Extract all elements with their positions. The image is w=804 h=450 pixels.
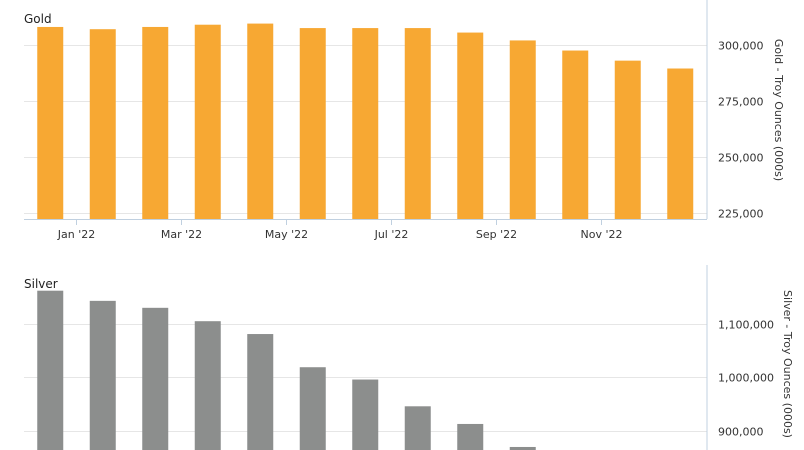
gold-bar[interactable] <box>457 32 484 219</box>
silver-bars <box>37 290 536 450</box>
silver-bar[interactable] <box>509 446 536 450</box>
gold-y-tick-label: 225,000 <box>718 208 764 221</box>
gold-bar[interactable] <box>299 28 326 220</box>
silver-title: Silver <box>24 277 58 291</box>
gold-y-tick-label: 300,000 <box>718 40 764 53</box>
gold-x-tick-label: Jan '22 <box>57 228 95 241</box>
gold-x-tick-labels: Jan '22 Mar '22 May '22 Jul '22 Sep '22 Nov '… <box>57 219 623 241</box>
silver-bar[interactable] <box>37 290 64 450</box>
silver-bar[interactable] <box>352 379 379 450</box>
gold-bar[interactable] <box>352 28 379 220</box>
gold-y-tick-label: 275,000 <box>718 96 764 109</box>
silver-bar[interactable] <box>89 300 116 450</box>
silver-bar[interactable] <box>142 307 169 450</box>
gold-bar[interactable] <box>247 23 274 220</box>
gold-y-tick-label: 250,000 <box>718 152 764 165</box>
gold-x-tick-label: Mar '22 <box>161 228 202 241</box>
gold-bar[interactable] <box>667 68 694 219</box>
silver-bar[interactable] <box>247 334 274 450</box>
silver-panel: 900,000 1,000,000 1,100,000 Silver Silver … <box>24 265 794 450</box>
gold-y-axis-title: Gold - Troy Ounces (000s) <box>772 39 785 181</box>
gold-x-tick-label: Nov '22 <box>581 228 623 241</box>
gold-bar[interactable] <box>89 29 116 220</box>
silver-y-tick-label: 1,100,000 <box>718 319 774 332</box>
silver-bar[interactable] <box>404 406 431 450</box>
silver-y-tick-label: 1,000,000 <box>718 372 774 385</box>
silver-y-tick-label: 900,000 <box>718 426 764 439</box>
gold-bar[interactable] <box>614 60 641 220</box>
silver-bar[interactable] <box>194 321 221 450</box>
silver-y-axis-title: Silver - Troy Ounces (000s) <box>781 290 794 438</box>
gold-bar[interactable] <box>509 40 536 219</box>
silver-bar[interactable] <box>299 367 326 450</box>
gold-panel: 225,000 250,000 275,000 300,000 Jan '22 Mar … <box>24 0 785 241</box>
gold-bar[interactable] <box>37 26 64 220</box>
silver-bar[interactable] <box>457 423 484 450</box>
gold-x-tick-label: Jul '22 <box>374 228 409 241</box>
gold-x-tick-label: Sep '22 <box>476 228 517 241</box>
silver-y-tick-labels: 900,000 1,000,000 1,100,000 <box>718 319 774 439</box>
gold-x-tick-label: May '22 <box>265 228 308 241</box>
gold-bar[interactable] <box>404 28 431 220</box>
gold-bars <box>37 23 694 220</box>
gold-bar[interactable] <box>142 26 169 220</box>
gold-title: Gold <box>24 12 52 26</box>
gold-y-tick-labels: 225,000 250,000 275,000 300,000 <box>718 40 764 221</box>
gold-bar[interactable] <box>194 24 221 220</box>
gold-bar[interactable] <box>562 50 589 220</box>
